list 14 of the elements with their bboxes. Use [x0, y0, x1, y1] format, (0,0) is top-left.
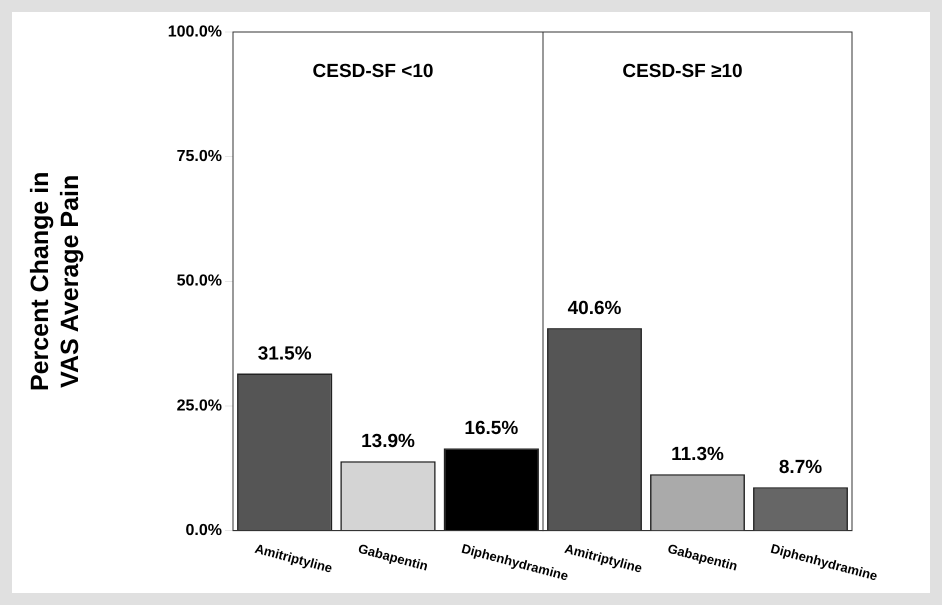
- y-tick-label: 75.0%: [176, 148, 222, 166]
- data-label: 8.7%: [778, 456, 822, 478]
- y-tick-label: 25.0%: [176, 397, 222, 414]
- data-label: 40.6%: [568, 298, 622, 319]
- y-tick-label: 50.0%: [176, 272, 222, 290]
- data-label: 11.3%: [671, 444, 724, 465]
- y-axis-title: Percent Change in VAS Average Pain: [26, 172, 84, 392]
- data-label: 31.5%: [258, 343, 312, 364]
- data-label: 13.9%: [361, 431, 416, 452]
- y-tick-label: 0.0%: [186, 522, 222, 540]
- annotation: CESD-SF <10: [312, 61, 434, 82]
- y-tick-label: 100.0%: [168, 23, 222, 40]
- data-label: 16.5%: [464, 418, 518, 440]
- annotation: CESD-SF ≥10: [622, 61, 743, 82]
